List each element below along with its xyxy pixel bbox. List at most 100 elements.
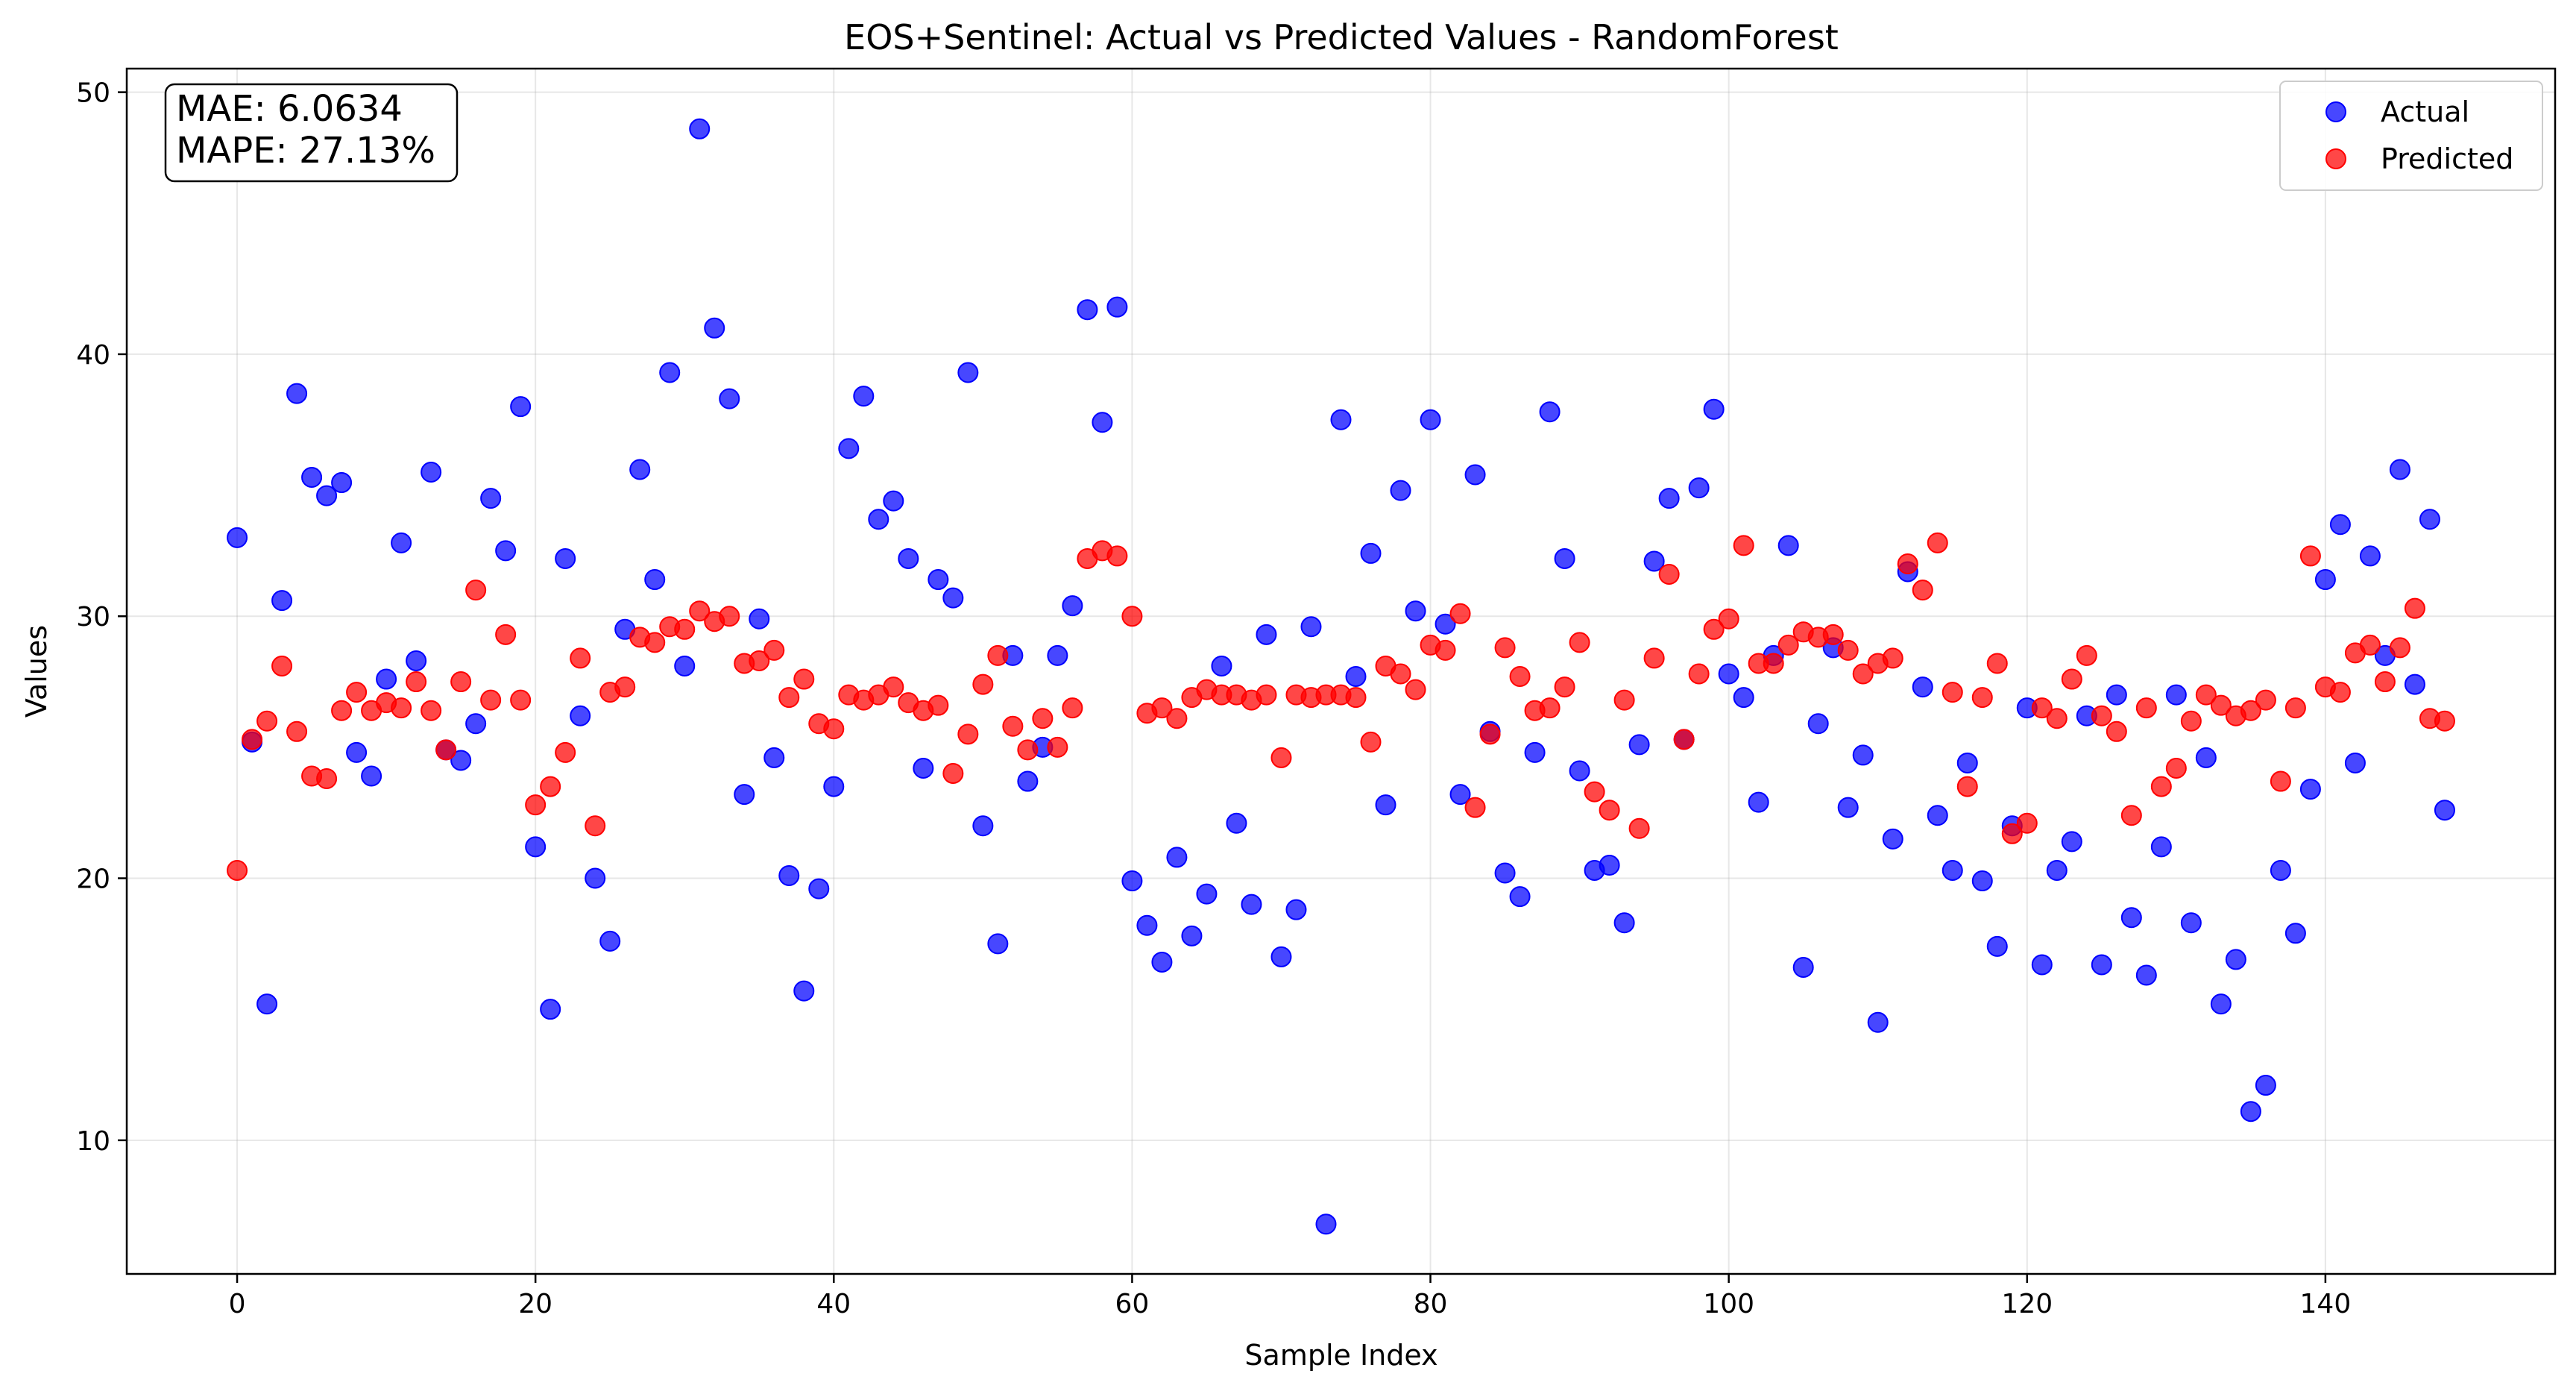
actual-point: [689, 118, 711, 139]
predicted-point: [1121, 606, 1143, 627]
predicted-point: [2255, 689, 2276, 711]
predicted-point: [2270, 770, 2291, 792]
predicted-point: [719, 606, 740, 627]
predicted-point: [1763, 653, 1784, 674]
predicted-point: [1673, 729, 1695, 750]
actual-point: [316, 485, 338, 506]
actual-point: [2299, 779, 2321, 800]
predicted-point: [2389, 637, 2410, 659]
legend-marker-actual: [2325, 101, 2346, 122]
series-predicted: [227, 532, 2455, 881]
actual-point: [2061, 831, 2082, 853]
actual-point: [1539, 401, 1561, 423]
predicted-point: [1106, 545, 1128, 567]
actual-point: [2389, 459, 2410, 480]
actual-point: [1927, 805, 1948, 826]
predicted-point: [1584, 781, 1605, 803]
actual-point: [868, 509, 889, 530]
actual-point: [1345, 666, 1367, 688]
predicted-point: [1569, 632, 1590, 653]
predicted-point: [585, 815, 606, 837]
actual-point: [450, 750, 472, 771]
actual-point: [1375, 794, 1396, 816]
predicted-point: [495, 624, 517, 645]
predicted-point: [957, 723, 979, 745]
actual-point: [1151, 951, 1173, 973]
actual-point: [1435, 613, 1456, 635]
predicted-point: [1837, 639, 1859, 661]
predicted-point: [2016, 812, 2038, 834]
actual-point: [1136, 914, 1158, 936]
actual-point: [2120, 907, 2142, 929]
axis-ticks: 0 20 40 60 80 100 120 140 10 20 30 40 50: [76, 78, 2351, 1319]
actual-point: [346, 741, 368, 763]
predicted-point: [1509, 666, 1531, 688]
predicted-point: [570, 647, 591, 669]
predicted-point: [778, 687, 800, 709]
predicted-point: [1643, 647, 1665, 669]
actual-point: [1360, 542, 1382, 564]
actual-point: [1599, 854, 1620, 876]
series-actual: [227, 118, 2455, 1235]
actual-point: [1181, 925, 1203, 946]
predicted-point: [1658, 564, 1680, 585]
actual-point: [1017, 770, 1039, 792]
actual-point: [540, 999, 561, 1020]
actual-point: [256, 993, 278, 1015]
y-tick-label: 30: [76, 602, 110, 632]
actual-point: [2359, 545, 2381, 567]
predicted-point: [793, 668, 815, 690]
predicted-point: [1733, 535, 1754, 556]
actual-point: [1077, 299, 1098, 321]
predicted-point: [510, 689, 532, 711]
legend-label-predicted: Predicted: [2381, 142, 2513, 175]
predicted-point: [942, 763, 964, 785]
predicted-point: [2091, 705, 2112, 726]
predicted-point: [1256, 684, 1277, 706]
predicted-point: [2284, 697, 2306, 719]
actual-point: [1792, 956, 1814, 978]
actual-point: [1420, 409, 1441, 430]
actual-point: [1643, 550, 1665, 572]
predicted-point: [525, 794, 547, 816]
metrics-annotation: MAE: 6.0634 MAPE: 27.13%: [164, 83, 459, 183]
actual-point: [793, 980, 815, 1002]
actual-point: [1748, 791, 1769, 813]
actual-point: [838, 438, 860, 459]
actual-point: [629, 459, 651, 480]
actual-point: [271, 590, 293, 612]
predicted-point: [450, 671, 472, 693]
actual-point: [1106, 296, 1128, 318]
actual-point: [1942, 859, 1963, 881]
actual-point: [1166, 847, 1188, 868]
predicted-point: [1062, 697, 1083, 719]
actual-point: [1867, 1011, 1889, 1033]
actual-point: [2255, 1075, 2276, 1096]
predicted-point: [480, 689, 502, 711]
predicted-point: [674, 618, 696, 640]
actual-point: [1956, 752, 1978, 773]
actual-point: [1449, 784, 1471, 806]
predicted-point: [1912, 580, 1933, 601]
actual-point: [510, 396, 532, 418]
predicted-point: [1986, 653, 2008, 674]
actual-point: [1047, 644, 1068, 666]
actual-point: [2225, 949, 2246, 970]
predicted-point: [1345, 687, 1367, 709]
actual-point: [525, 836, 547, 858]
actual-point: [391, 532, 412, 553]
predicted-point: [316, 768, 338, 790]
predicted-point: [644, 632, 666, 653]
actual-point: [599, 930, 621, 952]
actual-point: [361, 765, 382, 787]
actual-point: [2404, 674, 2425, 695]
actual-point: [1613, 912, 1635, 934]
grid-lines: [127, 69, 2555, 1274]
actual-point: [1628, 734, 1650, 756]
actual-point: [913, 757, 934, 779]
predicted-point: [1971, 687, 1993, 709]
predicted-point: [2374, 671, 2396, 693]
actual-point: [555, 547, 576, 569]
predicted-point: [421, 700, 442, 721]
actual-point: [1509, 886, 1531, 908]
